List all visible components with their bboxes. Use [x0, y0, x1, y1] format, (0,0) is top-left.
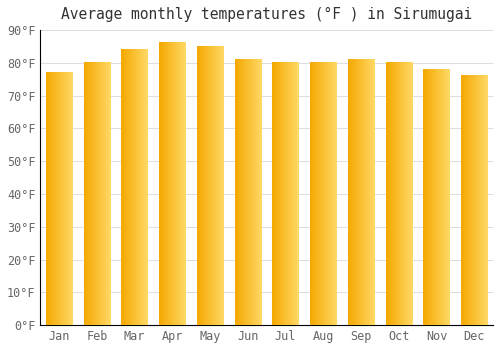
Title: Average monthly temperatures (°F ) in Sirumugai: Average monthly temperatures (°F ) in Si…	[61, 7, 472, 22]
